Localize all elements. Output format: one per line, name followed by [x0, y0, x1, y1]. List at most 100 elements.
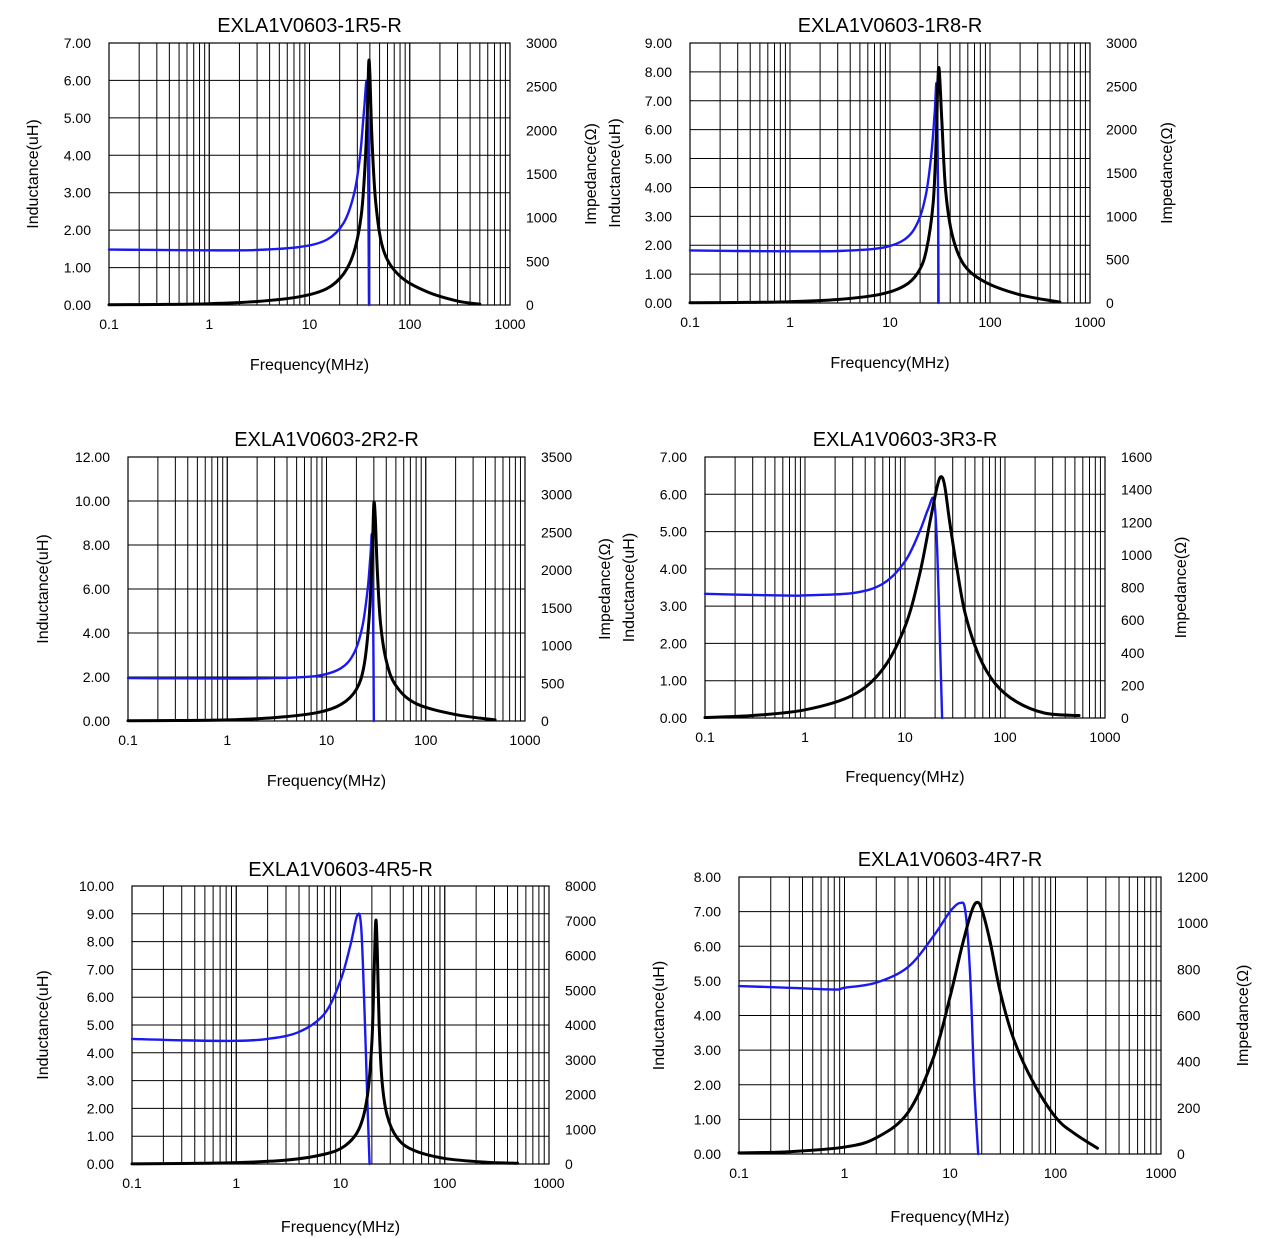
- y-right-tick-label: 5000: [565, 982, 596, 998]
- y-left-tick-label: 4.00: [645, 179, 672, 195]
- y-left-tick-label: 7.00: [64, 35, 91, 51]
- y-right-tick-label: 800: [1177, 961, 1201, 977]
- y-right-tick-label: 3000: [565, 1052, 596, 1068]
- impedance-series-line: [737, 900, 1099, 1155]
- y-left-tick-label: 4.00: [660, 561, 687, 577]
- x-tick-label: 10: [302, 316, 318, 332]
- y-left-tick-label: 0.00: [64, 297, 91, 313]
- x-tick-label: 1000: [494, 316, 525, 332]
- y-left-tick-label: 1.00: [64, 260, 91, 276]
- x-axis-label: Frequency(MHz): [830, 355, 949, 372]
- y-left-tick-label: 7.00: [645, 93, 672, 109]
- impedance-series-line: [130, 918, 520, 1166]
- y-right-tick-label: 6000: [565, 948, 596, 964]
- x-tick-label: 10: [897, 729, 913, 745]
- y-right-tick-label: 1000: [1106, 208, 1137, 224]
- y-right-tick-label: 200: [1177, 1100, 1201, 1116]
- y-left-tick-label: 2.00: [694, 1077, 721, 1093]
- y-right-tick-label: 500: [526, 253, 550, 269]
- x-tick-label: 10: [882, 314, 898, 330]
- y-left-tick-label: 2.00: [660, 635, 687, 651]
- y-right-tick-label: 1600: [1121, 449, 1152, 465]
- y-right-tick-label: 1200: [1121, 514, 1152, 530]
- y-right-tick-label: 0: [541, 713, 549, 729]
- plot-frame: [131, 885, 550, 1165]
- plot-frame: [738, 876, 1162, 1155]
- y-left-tick-label: 10.00: [75, 493, 110, 509]
- y-left-tick-label: 1.00: [87, 1128, 114, 1144]
- y-left-tick-label: 0.00: [87, 1156, 114, 1172]
- y-right-tick-label: 3000: [526, 35, 557, 51]
- y-right-tick-label: 1000: [526, 210, 557, 226]
- y-left-tick-label: 2.00: [64, 222, 91, 238]
- y-left-tick-label: 4.00: [694, 1008, 721, 1024]
- y-left-tick-label: 12.00: [75, 449, 110, 465]
- x-tick-label: 1: [205, 316, 213, 332]
- y-left-tick-label: 3.00: [645, 208, 672, 224]
- y-left-tick-label: 6.00: [64, 72, 91, 88]
- y-left-tick-label: 6.00: [645, 122, 672, 138]
- y-right-tick-label: 2500: [1106, 78, 1137, 94]
- y-left-tick-label: 5.00: [87, 1017, 114, 1033]
- y-left-tick-label: 4.00: [83, 625, 110, 641]
- y-left-tick-label: 6.00: [694, 938, 721, 954]
- y-right-axis-label: Impedance(Ω): [583, 123, 600, 225]
- y-left-axis-label: Inductance(uH): [25, 119, 42, 228]
- chart-title: EXLA1V0603-1R8-R: [798, 15, 983, 37]
- y-left-tick-label: 8.00: [83, 537, 110, 553]
- y-left-tick-label: 6.00: [660, 486, 687, 502]
- chart-panel-2: 0.00 1.00 2.00 3.00 4.00 5.00 6.00 7.00 8.00 9.00…: [607, 15, 1176, 372]
- y-left-tick-label: 0.00: [694, 1146, 721, 1162]
- y-right-axis-label: Impedance(Ω): [597, 538, 614, 640]
- x-tick-label: 1000: [1145, 1165, 1176, 1181]
- y-right-tick-label: 0: [526, 297, 534, 313]
- y-left-tick-label: 3.00: [87, 1073, 114, 1089]
- y-right-axis-label: Impedance(Ω): [1173, 537, 1190, 639]
- x-tick-label: 0.1: [122, 1175, 142, 1191]
- y-left-tick-label: 7.00: [87, 961, 114, 977]
- x-tick-label: 10: [942, 1165, 958, 1181]
- x-axis-label: Frequency(MHz): [890, 1209, 1009, 1226]
- x-tick-label: 1000: [1074, 314, 1105, 330]
- x-axis-label: Frequency(MHz): [250, 357, 369, 374]
- y-left-tick-label: 2.00: [87, 1100, 114, 1116]
- chart-title: EXLA1V0603-4R7-R: [858, 849, 1043, 871]
- y-left-tick-label: 5.00: [64, 110, 91, 126]
- y-left-tick-label: 0.00: [660, 710, 687, 726]
- chart-title: EXLA1V0603-2R2-R: [234, 429, 419, 451]
- y-right-tick-label: 1000: [541, 638, 572, 654]
- y-left-tick-label: 7.00: [660, 449, 687, 465]
- y-right-tick-label: 0: [565, 1156, 573, 1172]
- y-right-tick-label: 3000: [541, 487, 572, 503]
- chart-panel-4: 0.00 1.00 2.00 3.00 4.00 5.00 6.00 7.00 0 200 400 6…: [621, 429, 1190, 786]
- x-tick-label: 1: [223, 732, 231, 748]
- y-right-tick-label: 2500: [541, 524, 572, 540]
- y-right-tick-label: 400: [1121, 645, 1145, 661]
- x-axis-label: Frequency(MHz): [845, 769, 964, 786]
- y-left-tick-label: 3.00: [660, 598, 687, 614]
- y-right-tick-label: 600: [1177, 1008, 1201, 1024]
- impedance-series-line: [703, 475, 1081, 720]
- y-left-axis-label: Inductance(uH): [651, 961, 668, 1070]
- inductance-series-line: [130, 912, 371, 1166]
- impedance-series-line: [107, 58, 482, 307]
- y-left-axis-label: Inductance(uH): [35, 970, 52, 1079]
- x-tick-label: 100: [1044, 1165, 1068, 1181]
- y-right-tick-label: 7000: [565, 913, 596, 929]
- plot-frame: [689, 42, 1091, 304]
- impedance-series-line: [126, 500, 497, 723]
- x-tick-label: 10: [333, 1175, 349, 1191]
- y-right-tick-label: 0: [1177, 1146, 1185, 1162]
- y-right-tick-label: 1400: [1121, 482, 1152, 498]
- y-left-tick-label: 10.00: [79, 878, 114, 894]
- y-left-tick-label: 6.00: [87, 989, 114, 1005]
- y-right-tick-label: 1500: [541, 600, 572, 616]
- y-right-tick-label: 4000: [565, 1017, 596, 1033]
- y-right-tick-label: 0: [1121, 710, 1129, 726]
- y-right-tick-label: 500: [1106, 252, 1130, 268]
- y-right-axis-label: Impedance(Ω): [1235, 965, 1252, 1067]
- x-tick-label: 0.1: [729, 1165, 749, 1181]
- x-tick-label: 100: [414, 732, 438, 748]
- y-right-tick-label: 2500: [526, 79, 557, 95]
- y-left-tick-label: 1.00: [694, 1111, 721, 1127]
